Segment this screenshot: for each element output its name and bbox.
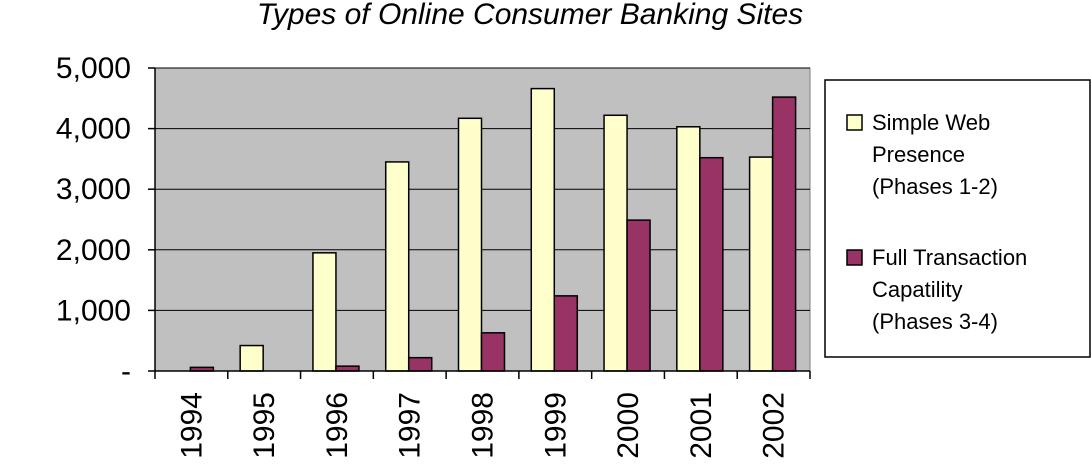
- bar-full-transaction: [771, 96, 797, 372]
- bar-simple-web-presence: [603, 114, 628, 372]
- legend-swatch: [846, 249, 863, 266]
- y-tick-label: 2,000: [56, 234, 131, 267]
- x-tick-label: 1996: [321, 392, 354, 459]
- x-tick-label: 2002: [758, 392, 791, 459]
- y-tick-label: 3,000: [56, 173, 131, 206]
- y-axis: - 1,000 2,000 3,000 4,000 5,000: [56, 52, 156, 388]
- bar-simple-web-presence: [457, 117, 483, 372]
- y-tick-label: 5,000: [56, 52, 131, 85]
- bar-simple-web-presence: [312, 252, 337, 372]
- legend-label: Simple Web: [872, 110, 990, 135]
- bar-full-transaction: [480, 332, 506, 372]
- x-tick-label: 2000: [612, 392, 645, 459]
- x-tick-label: 1994: [175, 392, 208, 459]
- legend-label: (Phases 3-4): [872, 309, 998, 334]
- legend-swatch: [846, 114, 863, 131]
- legend: Simple Web Presence (Phases 1-2) Full Trans…: [824, 79, 1091, 358]
- legend-label: Full Transaction: [872, 245, 1027, 270]
- legend-label: Capatility: [872, 277, 962, 302]
- legend-label: Presence: [872, 142, 965, 167]
- y-tick-label: -: [121, 355, 131, 388]
- bar-simple-web-presence: [239, 344, 264, 372]
- bar-full-transaction: [407, 356, 433, 372]
- bar-full-transaction: [553, 295, 579, 372]
- y-tick-label: 4,000: [56, 113, 131, 146]
- legend-box: [824, 79, 1091, 358]
- x-axis: 1994 1995 1996 1997 1998 1999 2000 2001 2002: [154, 370, 811, 459]
- bar-simple-web-presence: [530, 87, 556, 372]
- x-tick-label: 1999: [539, 392, 572, 459]
- legend-label: (Phases 1-2): [872, 174, 998, 199]
- bar-simple-web-presence: [676, 126, 701, 372]
- bar-simple-web-presence: [748, 156, 774, 372]
- bar-simple-web-presence: [384, 161, 410, 372]
- x-tick-label: 1995: [248, 392, 281, 459]
- bars: [189, 87, 797, 372]
- x-tick-label: 1997: [394, 392, 427, 459]
- x-tick-label: 2001: [685, 392, 718, 459]
- x-tick-label: 1998: [467, 392, 500, 459]
- bar-full-transaction: [626, 219, 651, 372]
- chart-title: Types of Online Consumer Banking Sites: [257, 0, 803, 31]
- y-tick-label: 1,000: [56, 294, 131, 327]
- bar-full-transaction: [699, 156, 724, 372]
